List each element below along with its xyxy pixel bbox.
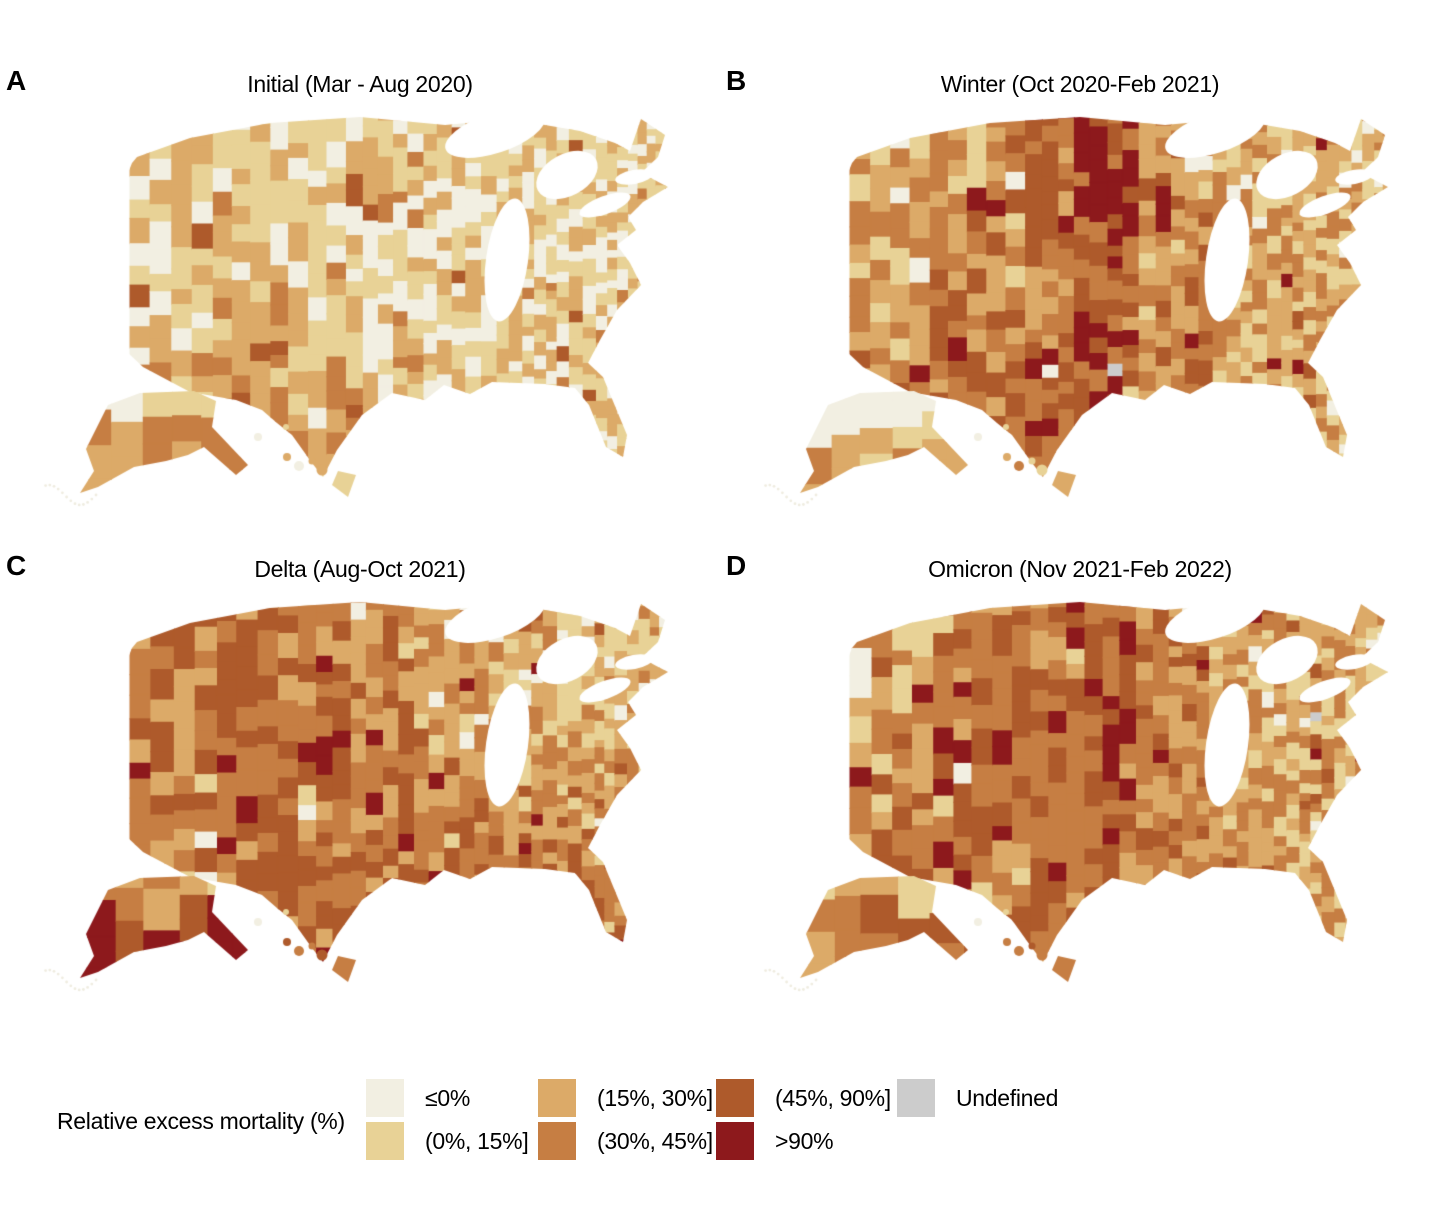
panel-title-delta: Delta (Aug-Oct 2021) (254, 556, 466, 582)
legend-swatch-30-45 (538, 1122, 576, 1160)
legend-label-0-15: (0%, 15%] (425, 1128, 529, 1154)
panel-letter-d: D (726, 550, 747, 581)
legend-entry-gt90: >90% (716, 1122, 834, 1160)
legend-entry-0-15: (0%, 15%] (366, 1122, 529, 1160)
legend-label-30-45: (30%, 45%] (597, 1128, 713, 1154)
panel-title-omicron: Omicron (Nov 2021-Feb 2022) (928, 556, 1232, 582)
panel-omicron: D Omicron (Nov 2021-Feb 2022) (720, 540, 1440, 1025)
panel-title-initial: Initial (Mar - Aug 2020) (247, 71, 473, 97)
panel-title-winter: Winter (Oct 2020-Feb 2021) (940, 71, 1220, 97)
legend-label-undefined: Undefined (956, 1085, 1059, 1111)
us-county-choropleth-map-winter (760, 105, 1430, 530)
panel-winter: B Winter (Oct 2020-Feb 2021) (720, 55, 1440, 540)
legend-entry-undefined: Undefined (897, 1079, 1058, 1117)
panel-letter-c: C (6, 550, 27, 581)
legend-entry-45-90: (45%, 90%] (716, 1079, 891, 1117)
legend-swatch-le0 (366, 1079, 404, 1117)
us-county-choropleth-map-delta (40, 590, 710, 1015)
legend-entry-30-45: (30%, 45%] (538, 1122, 713, 1160)
panel-letter-a: A (6, 65, 27, 96)
legend-swatch-gt90 (716, 1122, 754, 1160)
legend-title: Relative excess mortality (%) (57, 1108, 345, 1134)
panel-letter-b: B (726, 65, 747, 96)
legend-entry-le0: ≤0% (366, 1079, 470, 1117)
legend-swatch-45-90 (716, 1079, 754, 1117)
panel-initial: A Initial (Mar - Aug 2020) (0, 55, 720, 540)
legend-label-15-30: (15%, 30%] (597, 1085, 713, 1111)
legend-swatch-15-30 (538, 1079, 576, 1117)
panel-delta: C Delta (Aug-Oct 2021) (0, 540, 720, 1025)
legend-entry-15-30: (15%, 30%] (538, 1079, 713, 1117)
us-county-choropleth-map-omicron (760, 590, 1430, 1015)
legend-label-le0: ≤0% (425, 1085, 470, 1111)
legend-swatch-undefined (897, 1079, 935, 1117)
legend-label-gt90: >90% (775, 1128, 834, 1154)
us-county-choropleth-map-initial (40, 105, 710, 530)
legend-swatch-0-15 (366, 1122, 404, 1160)
legend-label-45-90: (45%, 90%] (775, 1085, 891, 1111)
